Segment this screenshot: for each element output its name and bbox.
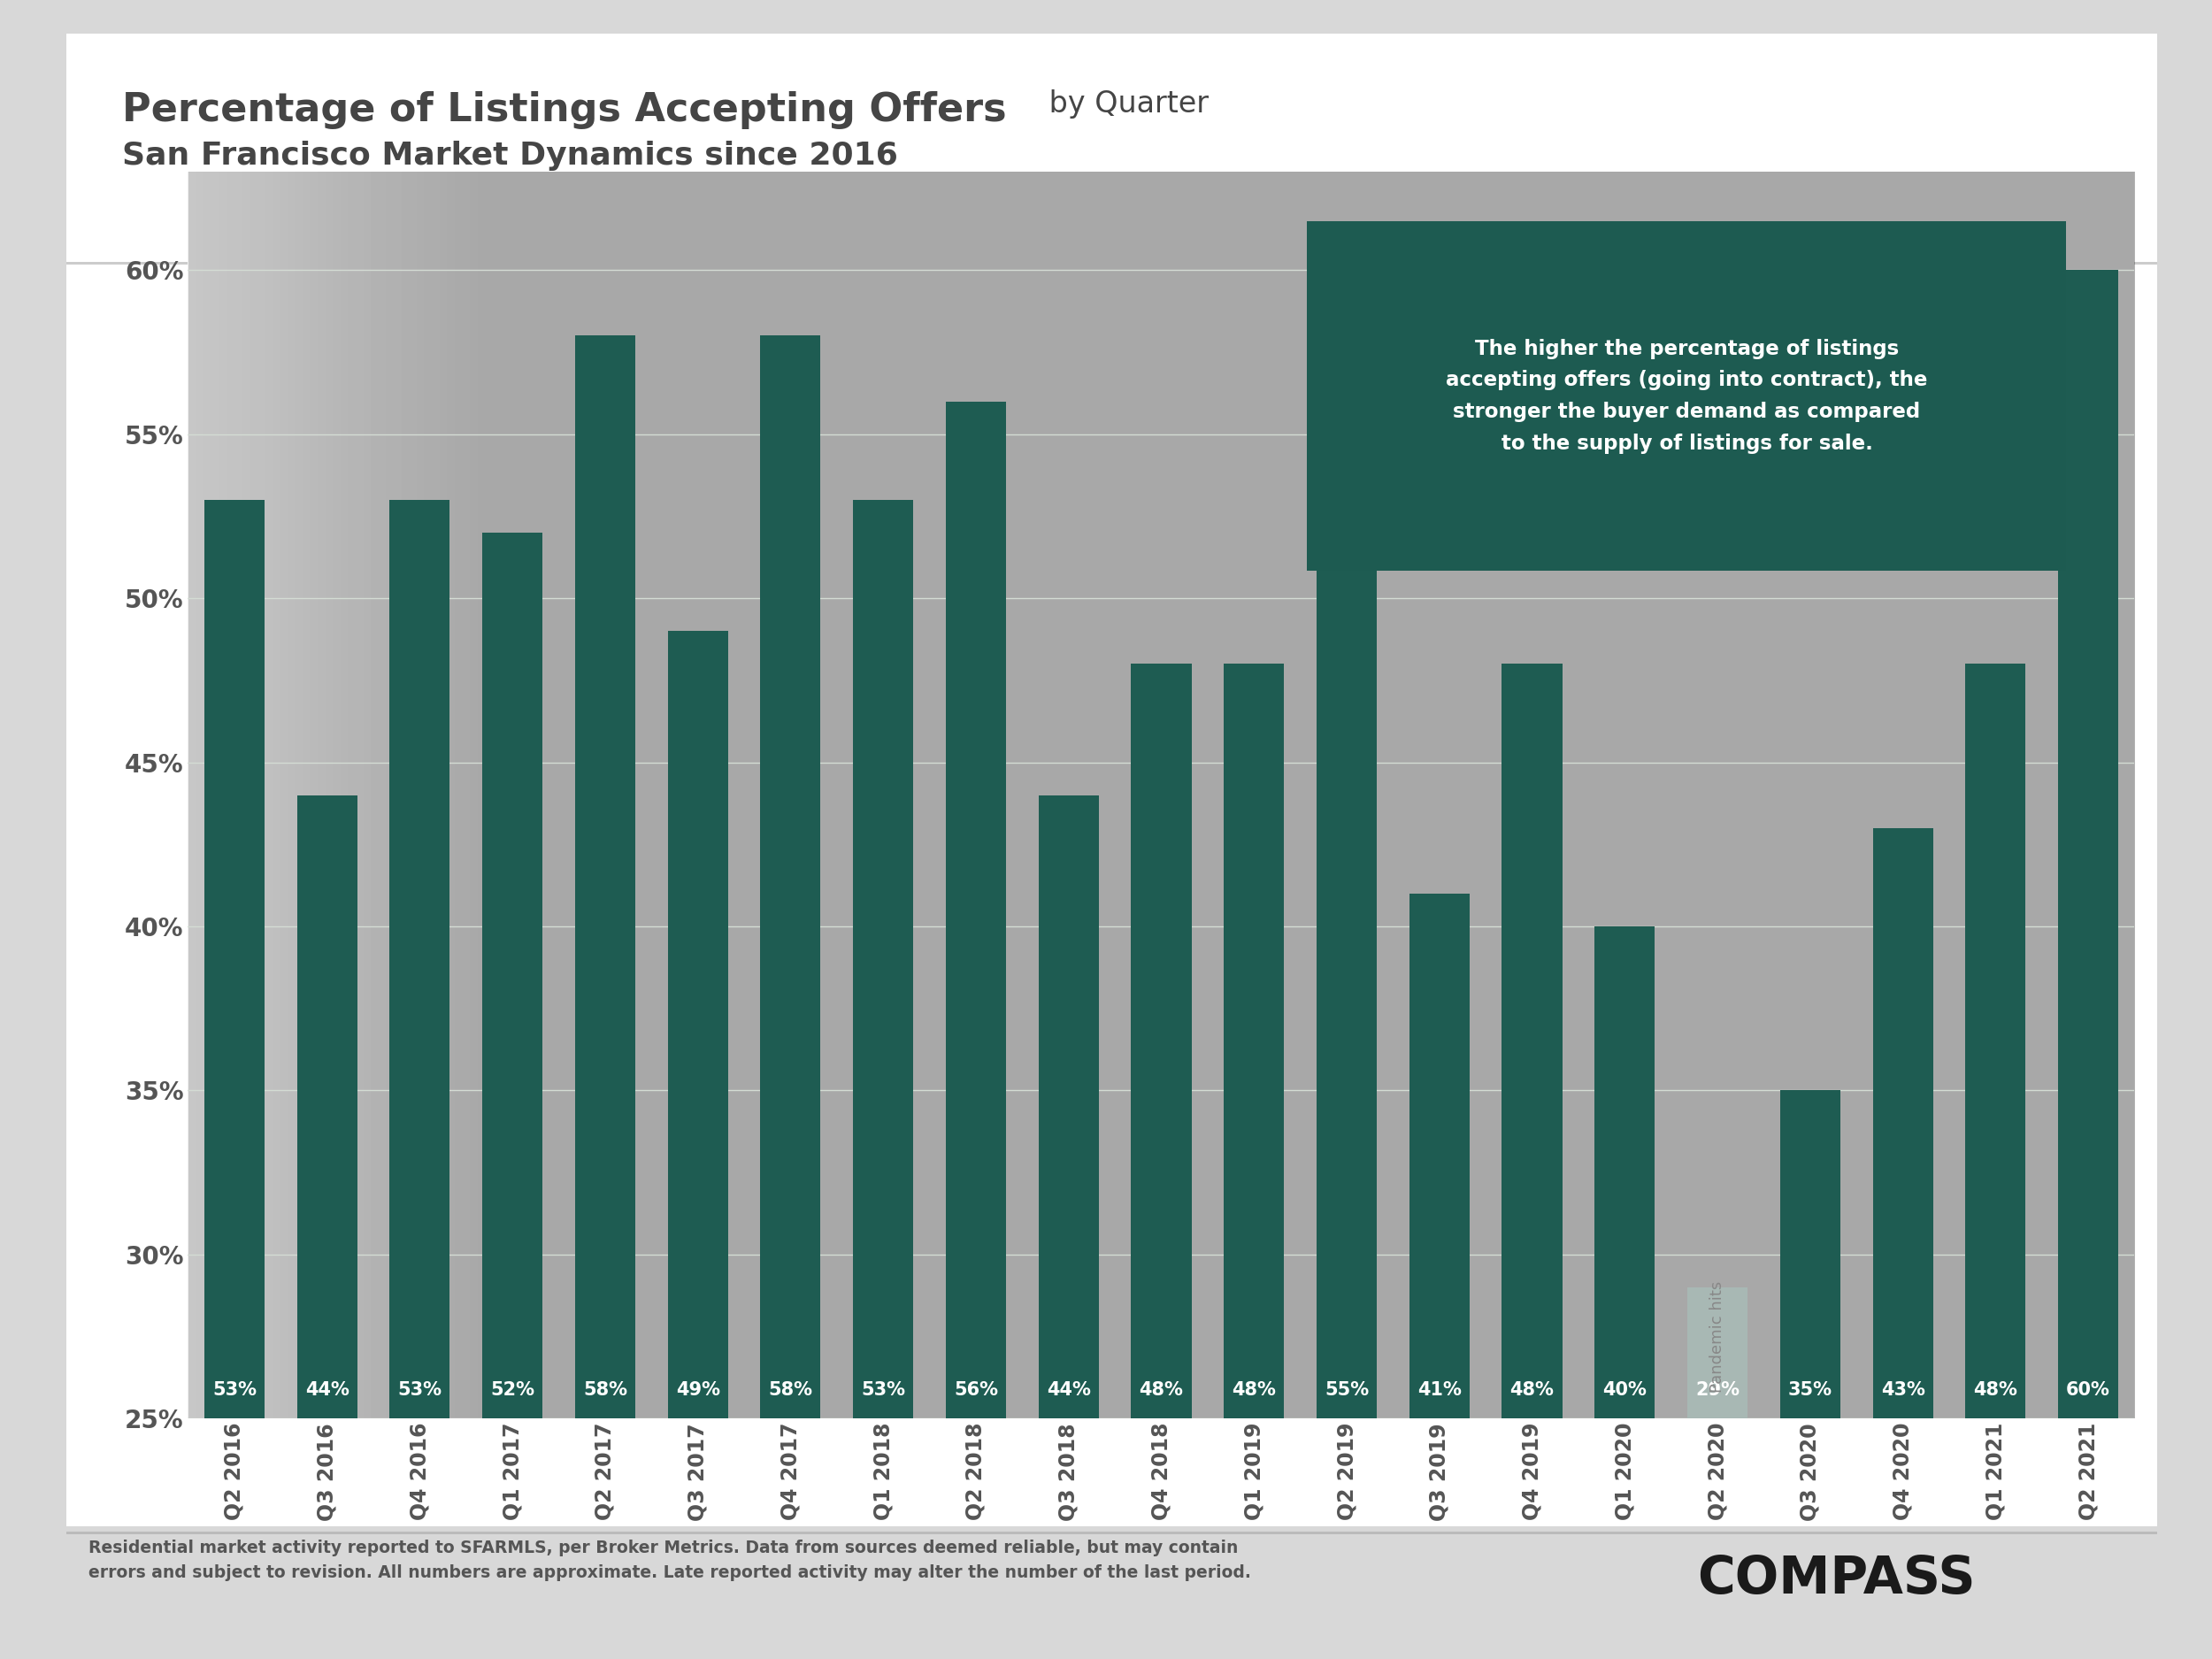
Text: 53%: 53% — [212, 1380, 257, 1399]
Text: 48%: 48% — [1511, 1380, 1555, 1399]
Text: 53%: 53% — [860, 1380, 905, 1399]
Text: 35%: 35% — [1787, 1380, 1832, 1399]
Text: 44%: 44% — [305, 1380, 349, 1399]
Bar — [1037, 795, 1099, 1418]
Bar — [761, 335, 821, 1418]
Text: 58%: 58% — [768, 1380, 812, 1399]
Bar — [1502, 664, 1562, 1418]
Bar — [1130, 664, 1192, 1418]
Bar — [204, 499, 265, 1418]
Text: 52%: 52% — [491, 1380, 535, 1399]
Text: 49%: 49% — [675, 1380, 719, 1399]
Bar — [389, 499, 449, 1418]
Bar — [296, 795, 356, 1418]
Text: 41%: 41% — [1418, 1380, 1462, 1399]
Bar — [1223, 664, 1285, 1418]
Bar — [482, 533, 542, 1418]
Text: Pandemic hits: Pandemic hits — [1710, 1281, 1725, 1392]
Bar — [668, 630, 728, 1418]
Bar — [1316, 435, 1376, 1418]
Bar — [1966, 664, 2026, 1418]
Text: 55%: 55% — [1325, 1380, 1369, 1399]
Bar — [1781, 1090, 1840, 1418]
Text: 53%: 53% — [398, 1380, 442, 1399]
Text: 60%: 60% — [2066, 1380, 2110, 1399]
Bar — [1688, 1287, 1747, 1418]
Text: San Francisco Market Dynamics since 2016: San Francisco Market Dynamics since 2016 — [122, 141, 898, 171]
Bar — [1409, 894, 1469, 1418]
Text: 56%: 56% — [953, 1380, 998, 1399]
Text: Percentage of Listings Accepting Offers: Percentage of Listings Accepting Offers — [122, 91, 1006, 129]
Bar — [1595, 926, 1655, 1418]
Bar — [575, 335, 635, 1418]
Text: COMPASS: COMPASS — [1697, 1554, 1975, 1604]
Text: 44%: 44% — [1046, 1380, 1091, 1399]
Text: 48%: 48% — [1139, 1380, 1183, 1399]
Bar — [947, 401, 1006, 1418]
Text: 48%: 48% — [1232, 1380, 1276, 1399]
Bar — [2057, 270, 2119, 1418]
Text: The higher the percentage of listings
accepting offers (going into contract), th: The higher the percentage of listings ac… — [1447, 338, 1927, 453]
Text: 29%: 29% — [1694, 1380, 1739, 1399]
Text: 43%: 43% — [1880, 1380, 1924, 1399]
Bar — [854, 499, 914, 1418]
Bar — [1874, 828, 1933, 1418]
Text: by Quarter: by Quarter — [1040, 90, 1208, 119]
Text: 40%: 40% — [1604, 1380, 1646, 1399]
Text: Residential market activity reported to SFARMLS, per Broker Metrics. Data from s: Residential market activity reported to … — [88, 1540, 1252, 1581]
Text: 48%: 48% — [1973, 1380, 2017, 1399]
Text: 58%: 58% — [584, 1380, 628, 1399]
